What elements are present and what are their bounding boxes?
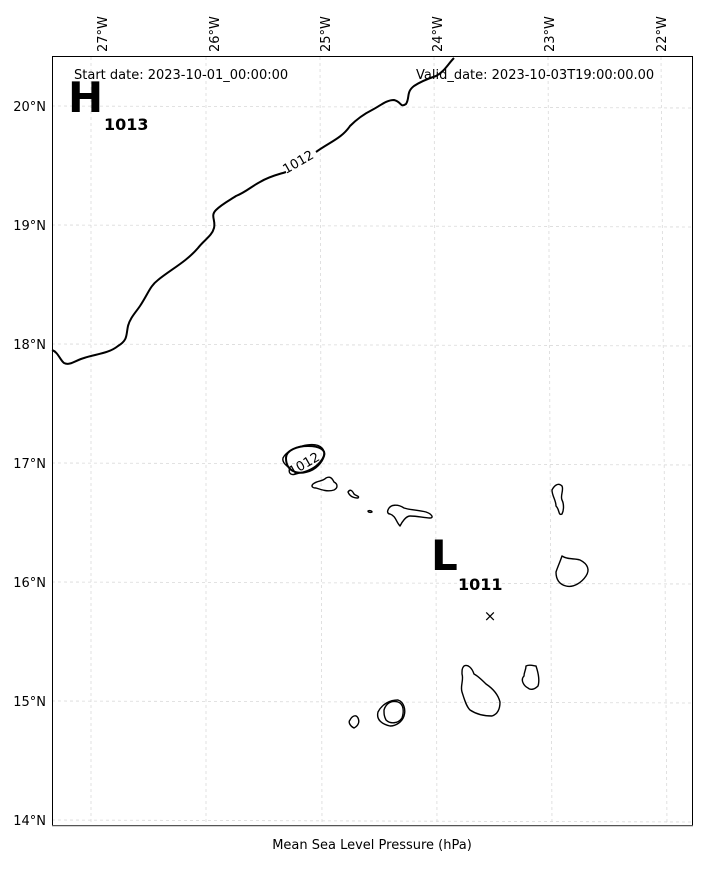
coastlines xyxy=(282,443,589,729)
lon-label-25w: 25°W xyxy=(319,16,334,52)
island-santiago xyxy=(460,664,501,717)
lon-label-26w: 26°W xyxy=(208,16,223,52)
parallel-15n xyxy=(51,700,694,704)
isobar-1012-main-2 xyxy=(315,57,455,153)
lat-label-18n: 18°N xyxy=(13,338,46,353)
lon-label-22w: 22°W xyxy=(655,16,670,52)
lat-label-14n: 14°N xyxy=(13,814,46,829)
parallel-18n xyxy=(51,343,694,347)
low-value: 1011 xyxy=(458,575,503,594)
parallel-14n xyxy=(51,819,694,823)
low-pressure-center: L 1011 xyxy=(431,531,503,594)
island-fogo xyxy=(376,699,406,727)
lon-label-24w: 24°W xyxy=(431,16,446,52)
longitude-labels: 27°W 26°W 25°W 24°W 23°W 22°W xyxy=(96,16,670,52)
lat-label-19n: 19°N xyxy=(13,219,46,234)
meridian-22w xyxy=(660,56,668,827)
island-branco xyxy=(367,509,373,514)
parallel-16n xyxy=(51,581,694,585)
valid-date-label: Valid_date: 2023-10-03T19:00:00.00 xyxy=(416,68,654,83)
meridian-24w xyxy=(433,56,438,827)
island-santo-antao xyxy=(282,443,325,476)
island-sao-nicolau xyxy=(386,504,433,527)
island-maio xyxy=(521,664,540,691)
low-letter: L xyxy=(431,531,458,580)
latitude-labels: 20°N 19°N 18°N 17°N 16°N 15°N 14°N xyxy=(13,100,46,829)
fogo-crater-contour xyxy=(383,700,404,724)
map-caption: Mean Sea Level Pressure (hPa) xyxy=(272,838,472,853)
graticule xyxy=(51,56,694,827)
island-brava xyxy=(348,715,360,729)
high-letter: H xyxy=(68,73,103,122)
map-frame xyxy=(52,56,693,826)
isobar-label-island: 1012 xyxy=(287,450,323,480)
lat-label-15n: 15°N xyxy=(13,695,46,710)
meridian-25w xyxy=(319,56,323,827)
island-sal xyxy=(551,483,565,516)
lat-label-16n: 16°N xyxy=(13,576,46,591)
lat-label-17n: 17°N xyxy=(13,457,46,472)
high-value: 1013 xyxy=(104,115,149,134)
island-boa-vista xyxy=(555,555,589,588)
island-sao-vicente xyxy=(311,476,338,492)
start-date-label: Start date: 2023-10-01_00:00:00 xyxy=(74,68,288,83)
storm-center-marker: × xyxy=(484,607,497,625)
parallel-20n xyxy=(51,105,694,109)
meridian-23w xyxy=(547,56,553,827)
isobar-label-north: 1012 xyxy=(281,148,317,178)
high-pressure-center: H 1013 xyxy=(68,73,149,134)
parallel-19n xyxy=(51,224,694,228)
lon-label-27w: 27°W xyxy=(96,16,111,52)
parallel-17n xyxy=(51,462,694,466)
lat-label-20n: 20°N xyxy=(13,100,46,115)
island-santa-luzia xyxy=(347,489,360,499)
lon-label-23w: 23°W xyxy=(543,16,558,52)
isobar-1012-main xyxy=(51,171,287,365)
